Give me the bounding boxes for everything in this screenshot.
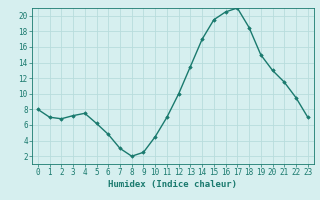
- X-axis label: Humidex (Indice chaleur): Humidex (Indice chaleur): [108, 180, 237, 189]
